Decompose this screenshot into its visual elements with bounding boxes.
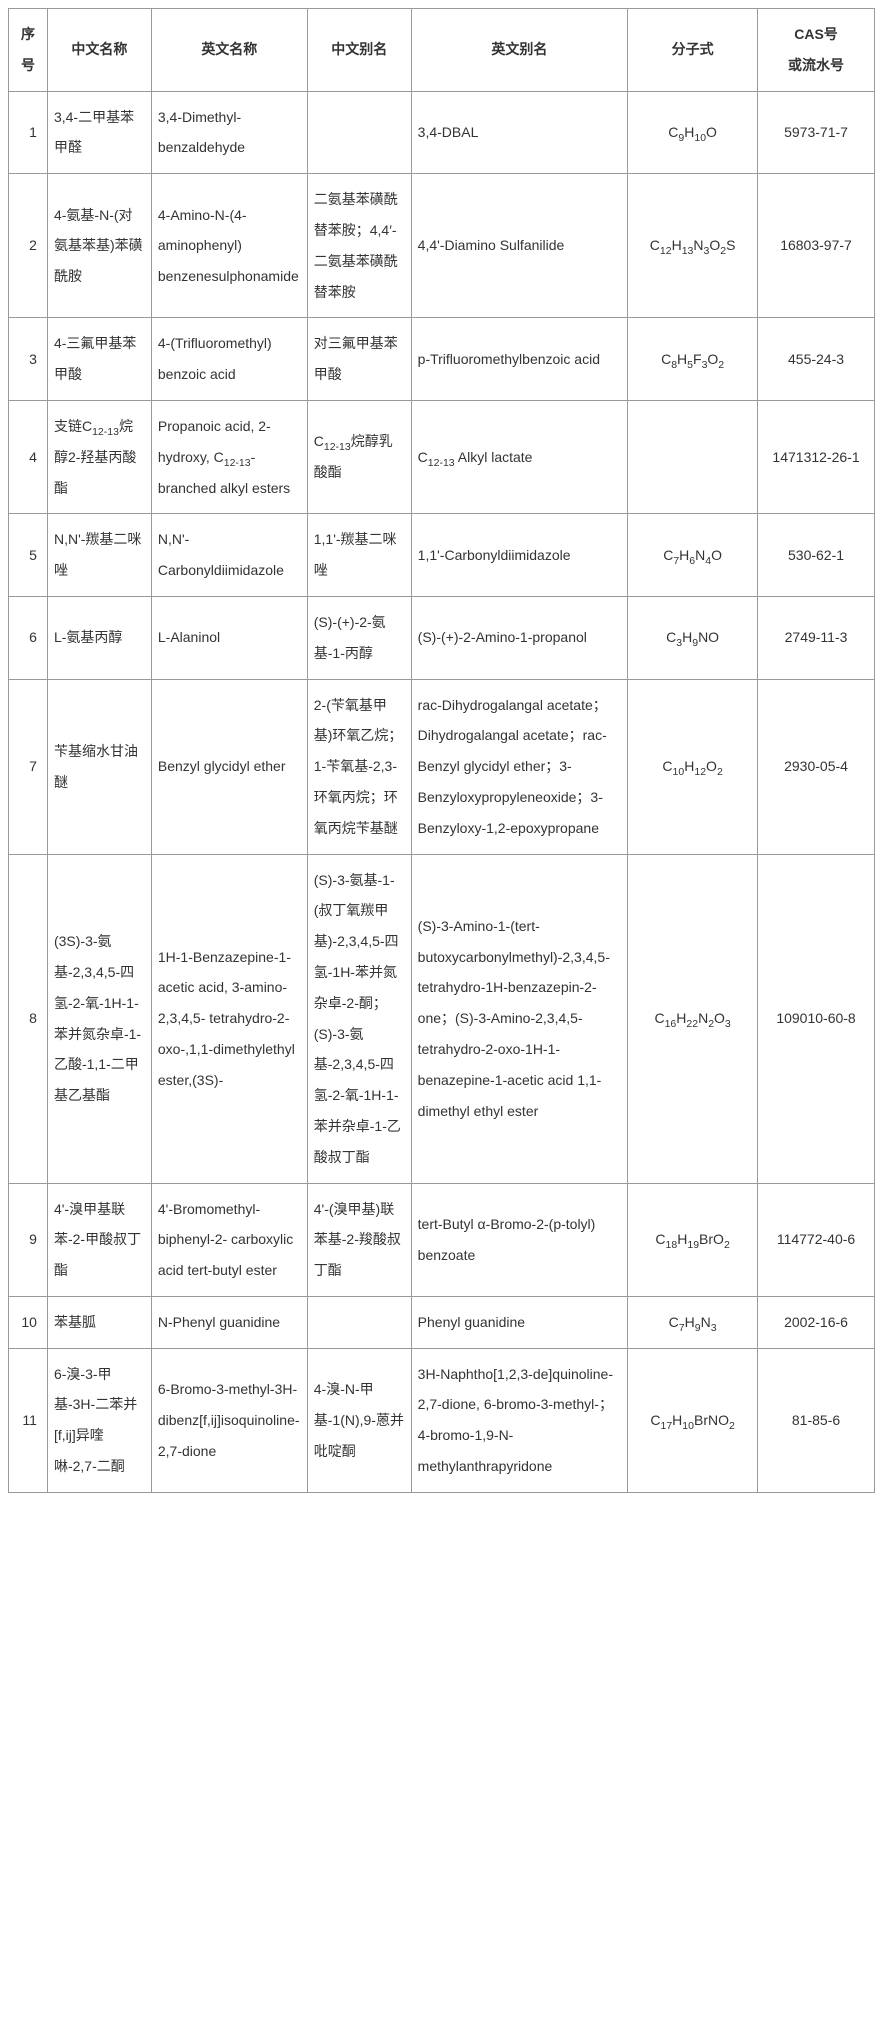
cell-en-alias: p-Trifluoromethylbenzoic acid [411,318,628,401]
cell-cn-name: 支链C12-13烷醇2-羟基丙酸酯 [47,400,151,513]
cell-en-alias: 3H-Naphtho[1,2,3-de]quinoline- 2,7-dione… [411,1348,628,1492]
cell-cn-alias: 4'-(溴甲基)联苯基-2-羧酸叔丁酯 [307,1183,411,1296]
cell-cn-name: 3,4-二甲基苯甲醛 [47,91,151,174]
cell-en-name: 4-Amino-N-(4-aminophenyl) benzenesulphon… [151,174,307,318]
cell-en-name: Benzyl glycidyl ether [151,679,307,854]
cell-formula: C7H6N4O [628,514,758,597]
cell-cn-alias [307,1296,411,1348]
cell-cn-alias: 4-溴-N-甲基-1(N),9-蒽并吡啶酮 [307,1348,411,1492]
cell-cn-name: 4-氨基-N-(对氨基苯基)苯磺酰胺 [47,174,151,318]
col-header-cn-alias: 中文别名 [307,9,411,92]
cell-en-name: N,N'-Carbonyldiimidazole [151,514,307,597]
cell-formula: C10H12O2 [628,679,758,854]
chemical-table: 序号 中文名称 英文名称 中文别名 英文别名 分子式 CAS号 或流水号 13,… [8,8,875,1493]
table-row: 24-氨基-N-(对氨基苯基)苯磺酰胺4-Amino-N-(4-aminophe… [9,174,875,318]
cell-formula [628,400,758,513]
cell-en-alias: C12-13 Alkyl lactate [411,400,628,513]
cell-formula: C17H10BrNO2 [628,1348,758,1492]
cell-cn-alias: 2-(苄氧基甲基)环氧乙烷；1-苄氧基-2,3-环氧丙烷；环氧丙烷苄基醚 [307,679,411,854]
table-header-row: 序号 中文名称 英文名称 中文别名 英文别名 分子式 CAS号 或流水号 [9,9,875,92]
cell-cn-name: 4-三氟甲基苯甲酸 [47,318,151,401]
cell-en-alias: Phenyl guanidine [411,1296,628,1348]
cell-index: 7 [9,679,48,854]
cell-cas: 2930-05-4 [758,679,875,854]
cell-cn-name: 苄基缩水甘油醚 [47,679,151,854]
cell-cn-name: N,N'-羰基二咪唑 [47,514,151,597]
cell-en-name: 1H-1-Benzazepine-1-acetic acid, 3-amino-… [151,854,307,1183]
cell-cn-name: 苯基胍 [47,1296,151,1348]
cell-cas: 5973-71-7 [758,91,875,174]
cell-en-alias: 1,1'-Carbonyldiimidazole [411,514,628,597]
cell-index: 5 [9,514,48,597]
table-row: 10苯基胍N-Phenyl guanidine Phenyl guanidineC… [9,1296,875,1348]
cell-en-alias: 3,4-DBAL [411,91,628,174]
cell-en-alias: tert-Butyl α-Bromo-2-(p-tolyl) benzoate [411,1183,628,1296]
table-row: 4支链C12-13烷醇2-羟基丙酸酯Propanoic acid, 2-hydr… [9,400,875,513]
cell-formula: C16H22N2O3 [628,854,758,1183]
cell-cn-alias: C12-13烷醇乳酸酯 [307,400,411,513]
cell-cn-name: 4'-溴甲基联苯-2-甲酸叔丁酯 [47,1183,151,1296]
col-header-formula: 分子式 [628,9,758,92]
col-header-cn-name: 中文名称 [47,9,151,92]
table-row: 7苄基缩水甘油醚Benzyl glycidyl ether2-(苄氧基甲基)环氧… [9,679,875,854]
cell-en-name: L-Alaninol [151,596,307,679]
table-row: 6L-氨基丙醇L-Alaninol(S)-(+)-2-氨基-1-丙醇(S)-(+… [9,596,875,679]
cell-cas: 2002-16-6 [758,1296,875,1348]
table-row: 34-三氟甲基苯甲酸4-(Trifluoromethyl) benzoic ac… [9,318,875,401]
cell-index: 6 [9,596,48,679]
table-row: 94'-溴甲基联苯-2-甲酸叔丁酯4'-Bromomethyl-biphenyl… [9,1183,875,1296]
cell-formula: C8H5F3O2 [628,318,758,401]
cell-en-name: 4'-Bromomethyl-biphenyl-2- carboxylic ac… [151,1183,307,1296]
cell-cn-alias [307,91,411,174]
cell-cas: 2749-11-3 [758,596,875,679]
cell-cn-alias: (S)-3-氨基-1-(叔丁氧羰甲基)-2,3,4,5-四氢-1H-苯并氮杂卓-… [307,854,411,1183]
cell-en-name: N-Phenyl guanidine [151,1296,307,1348]
cell-en-alias: (S)-(+)-2-Amino-1-propanol [411,596,628,679]
cell-cas: 114772-40-6 [758,1183,875,1296]
cell-cn-alias: (S)-(+)-2-氨基-1-丙醇 [307,596,411,679]
cell-en-name: Propanoic acid, 2-hydroxy, C12-13-branch… [151,400,307,513]
cell-en-name: 3,4-Dimethyl-benzaldehyde [151,91,307,174]
cell-cn-name: (3S)-3-氨基-2,3,4,5-四氢-2-氧-1H-1-苯并氮杂卓-1-乙酸… [47,854,151,1183]
col-header-en-alias: 英文别名 [411,9,628,92]
cell-cn-name: 6-溴-3-甲基-3H-二苯并[f,ij]异喹啉-2,7-二酮 [47,1348,151,1492]
col-header-en-name: 英文名称 [151,9,307,92]
cell-en-name: 4-(Trifluoromethyl) benzoic acid [151,318,307,401]
cell-formula: C7H9N3 [628,1296,758,1348]
cell-index: 9 [9,1183,48,1296]
cell-index: 2 [9,174,48,318]
cell-formula: C18H19BrO2 [628,1183,758,1296]
table-row: 8(3S)-3-氨基-2,3,4,5-四氢-2-氧-1H-1-苯并氮杂卓-1-乙… [9,854,875,1183]
cell-cn-name: L-氨基丙醇 [47,596,151,679]
cell-en-alias: (S)-3-Amino-1-(tert-butoxycarbonylmethyl… [411,854,628,1183]
col-header-index: 序号 [9,9,48,92]
cell-cas: 109010-60-8 [758,854,875,1183]
table-row: 13,4-二甲基苯甲醛3,4-Dimethyl-benzaldehyde 3,4-… [9,91,875,174]
cell-cn-alias: 1,1'-羰基二咪唑 [307,514,411,597]
cell-index: 4 [9,400,48,513]
cell-cas: 81-85-6 [758,1348,875,1492]
col-header-cas: CAS号 或流水号 [758,9,875,92]
cell-cn-alias: 二氨基苯磺酰替苯胺；4,4′-二氨基苯磺酰替苯胺 [307,174,411,318]
cell-index: 11 [9,1348,48,1492]
cell-cas: 455-24-3 [758,318,875,401]
cell-en-name: 6-Bromo-3-methyl-3H-dibenz[f,ij]isoquino… [151,1348,307,1492]
cell-cas: 16803-97-7 [758,174,875,318]
table-row: 116-溴-3-甲基-3H-二苯并[f,ij]异喹啉-2,7-二酮6-Bromo… [9,1348,875,1492]
cell-formula: C3H9NO [628,596,758,679]
cell-cas: 530-62-1 [758,514,875,597]
cell-index: 8 [9,854,48,1183]
cell-formula: C9H10O [628,91,758,174]
cell-en-alias: rac-Dihydrogalangal acetate；Dihydrogalan… [411,679,628,854]
cell-formula: C12H13N3O2S [628,174,758,318]
cell-cn-alias: 对三氟甲基苯甲酸 [307,318,411,401]
table-row: 5N,N'-羰基二咪唑N,N'-Carbonyldiimidazole1,1'-… [9,514,875,597]
cell-index: 10 [9,1296,48,1348]
cell-index: 3 [9,318,48,401]
cell-index: 1 [9,91,48,174]
cell-en-alias: 4,4'-Diamino Sulfanilide [411,174,628,318]
cell-cas: 1471312-26-1 [758,400,875,513]
